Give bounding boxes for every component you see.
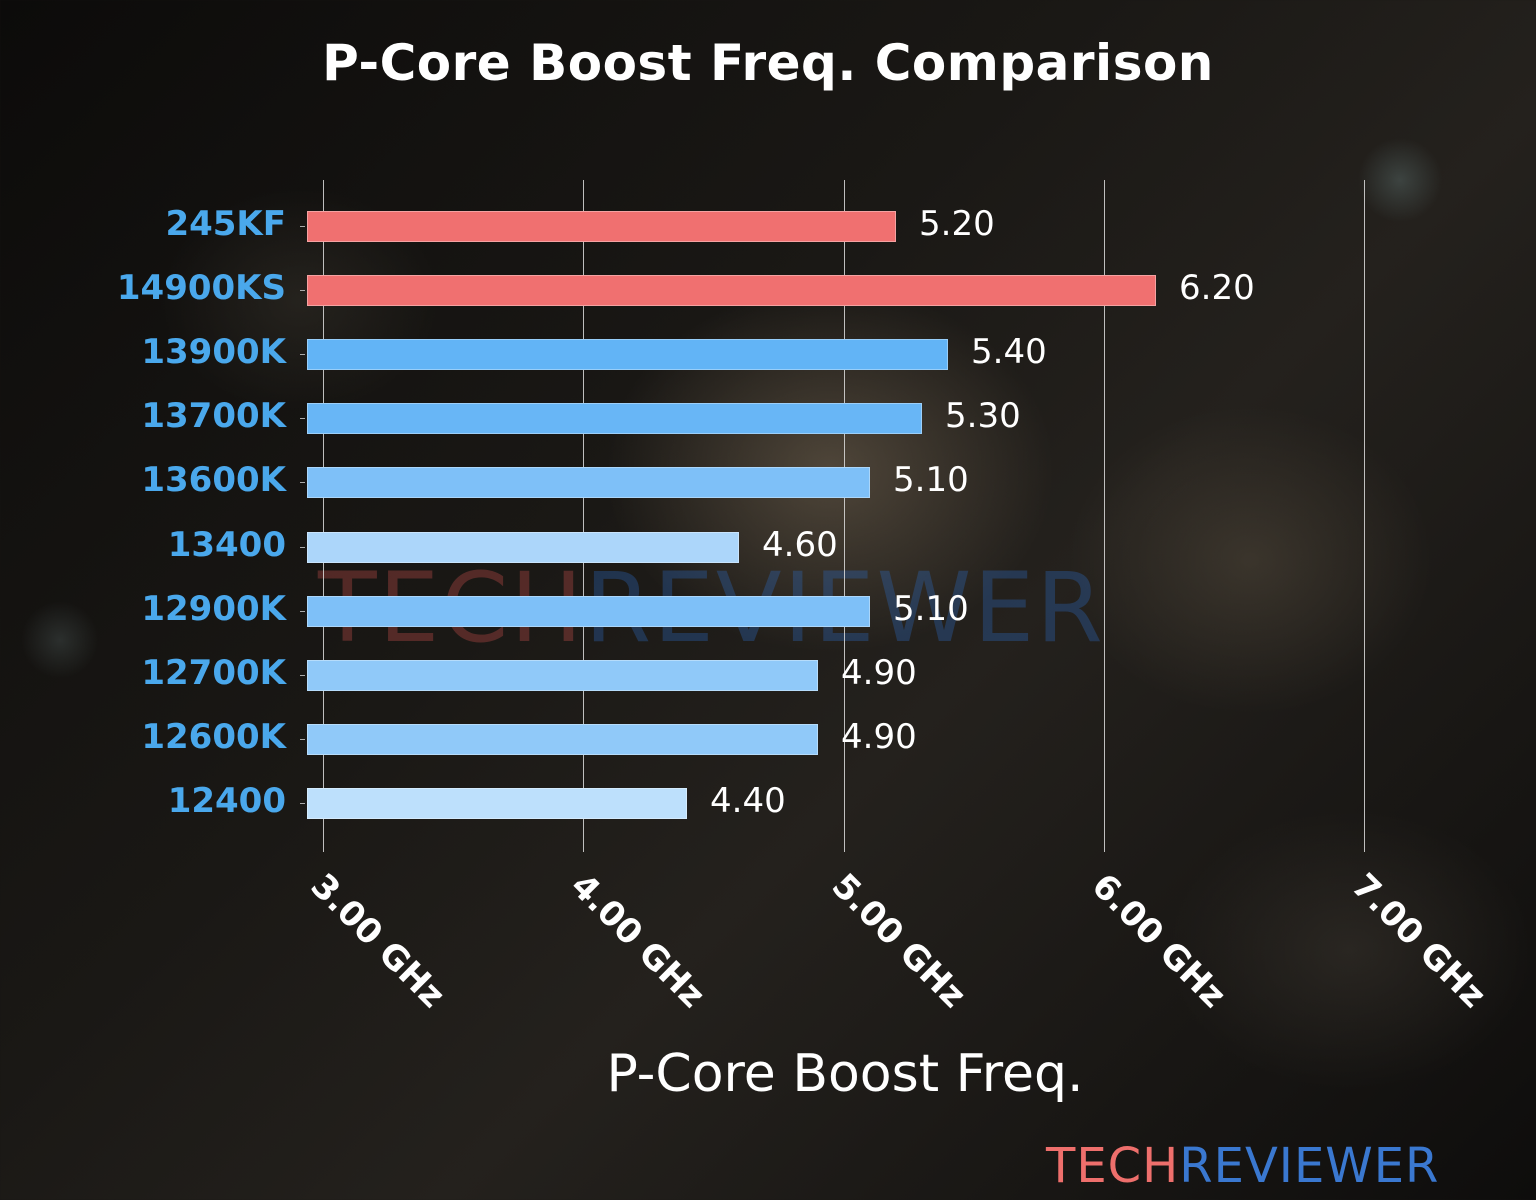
value-label: 4.40 (710, 781, 786, 821)
bar-13700k (307, 403, 922, 434)
category-label: 12400 (167, 781, 286, 821)
x-tick-label: 7.00 GHz (1343, 866, 1494, 1016)
bar-12900k (307, 596, 870, 627)
y-tick (300, 675, 305, 676)
value-label: 5.10 (893, 589, 969, 629)
y-tick (300, 803, 305, 804)
x-tick-label: 4.00 GHz (562, 866, 713, 1016)
chart-title-text: P-Core Boost Freq. Comparison (322, 34, 1214, 92)
category-label: 13600K (141, 460, 286, 500)
value-label: 4.60 (762, 525, 838, 565)
value-label: 5.10 (893, 460, 969, 500)
value-label: 4.90 (841, 717, 917, 757)
x-tick-label: 3.00 GHz (302, 866, 453, 1016)
x-tick-label: 6.00 GHz (1083, 866, 1234, 1016)
brand-logo-part-a: TECH (1046, 1138, 1180, 1194)
category-label: 12700K (141, 653, 286, 693)
value-label: 5.20 (919, 204, 995, 244)
y-tick (300, 290, 305, 291)
brand-logo-part-b: REVIEWER (1179, 1138, 1440, 1194)
gridline (1364, 180, 1365, 852)
bar-13600k (307, 467, 870, 498)
chart-title: P-Core Boost Freq. Comparison (0, 34, 1536, 92)
x-axis-label: P-Core Boost Freq. (606, 1044, 1084, 1104)
bar-245kf (307, 211, 896, 242)
y-tick (300, 739, 305, 740)
bar-13900k (307, 339, 948, 370)
value-label: 6.20 (1179, 268, 1255, 308)
category-label: 13900K (141, 332, 286, 372)
category-label: 12600K (141, 717, 286, 757)
y-tick (300, 226, 305, 227)
bar-13400 (307, 532, 739, 563)
y-tick (300, 418, 305, 419)
gridline (323, 180, 324, 852)
category-label: 12900K (141, 589, 286, 629)
y-tick (300, 354, 305, 355)
bar-12700k (307, 660, 818, 691)
gridline (583, 180, 584, 852)
value-label: 5.40 (971, 332, 1047, 372)
gridline (844, 180, 845, 852)
value-label: 5.30 (945, 396, 1021, 436)
category-label: 245KF (165, 204, 286, 244)
bar-14900ks (307, 275, 1156, 306)
y-tick (300, 482, 305, 483)
bar-12600k (307, 724, 818, 755)
bar-12400 (307, 788, 687, 819)
gridline (1104, 180, 1105, 852)
category-label: 13700K (141, 396, 286, 436)
y-tick (300, 611, 305, 612)
y-tick (300, 547, 305, 548)
x-tick-label: 5.00 GHz (823, 866, 974, 1016)
category-label: 13400 (167, 525, 286, 565)
category-label: 14900KS (116, 268, 286, 308)
brand-logo: TECHREVIEWER (1046, 1138, 1439, 1194)
value-label: 4.90 (841, 653, 917, 693)
